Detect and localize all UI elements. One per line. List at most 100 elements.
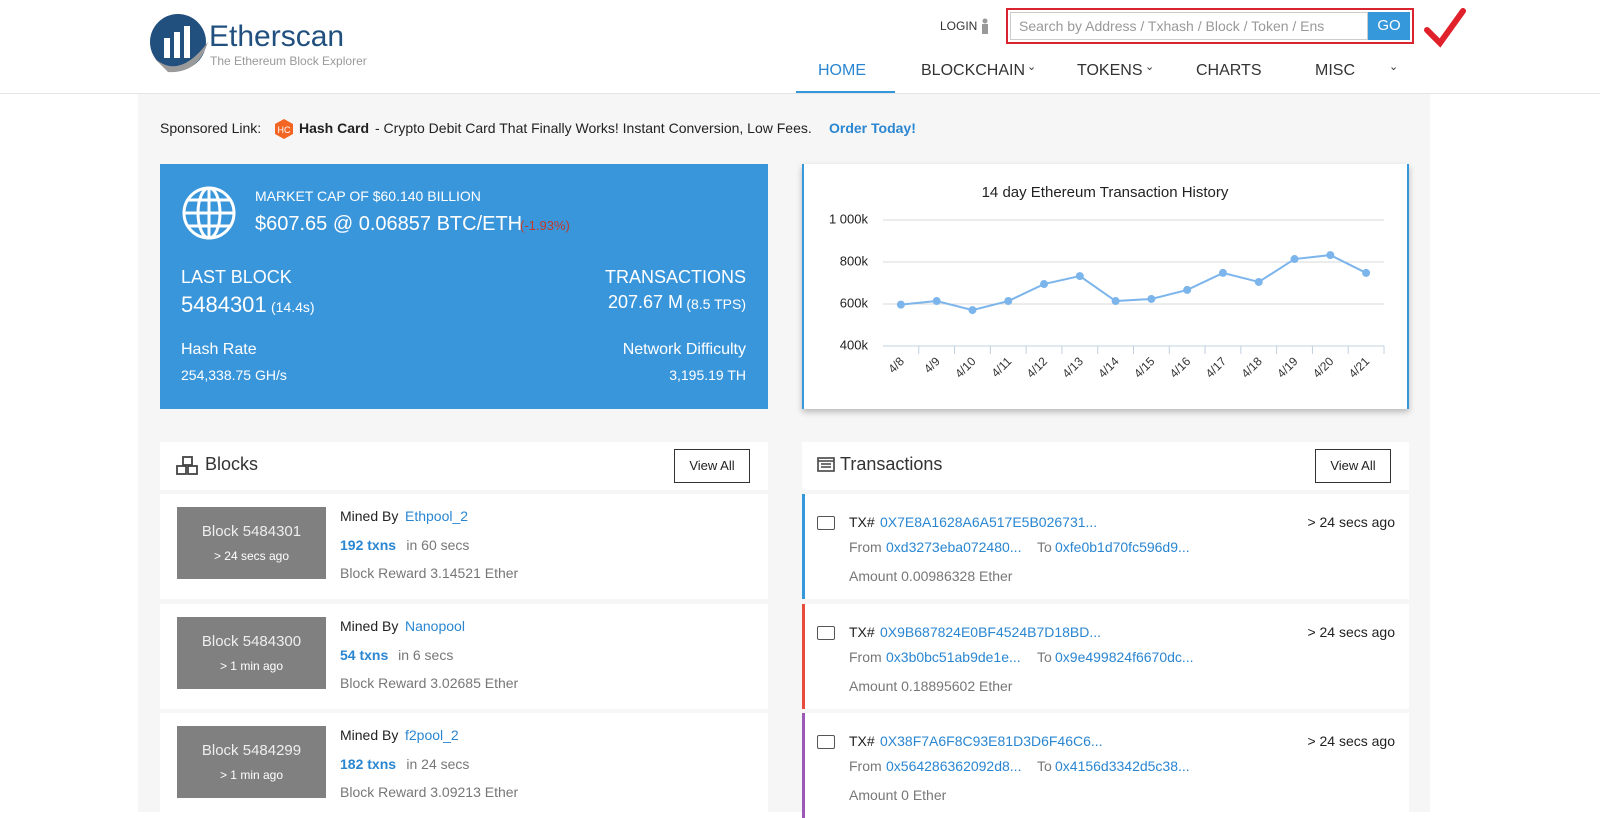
tx-amount: Amount 0.00986328 Ether	[849, 568, 1013, 584]
miner[interactable]: Ethpool_2	[405, 508, 469, 524]
tx-item: TX# 0X9B687824E0BF4524B7D18BD... > 24 secs…	[802, 603, 1409, 709]
tps: (8.5 TPS)	[686, 296, 746, 312]
block-reward: Block Reward 3.14521 Ether	[340, 565, 519, 581]
sponsor-cta[interactable]: Order Today!	[829, 120, 916, 136]
y-tick-label: 1 000k	[829, 211, 869, 226]
to-label: To	[1037, 648, 1052, 665]
search-highlight: Search by Address / Txhash / Block / Tok…	[1006, 8, 1414, 44]
x-tick-label: 4/12	[1024, 354, 1051, 381]
chevron: ⌄	[1145, 61, 1155, 73]
txn-count[interactable]: 182 txns	[340, 756, 397, 772]
from-address[interactable]: 0xd3273eba072480...	[886, 539, 1022, 555]
mined-by-label: Mined By	[340, 508, 399, 524]
chevron: ⌄	[1027, 61, 1037, 73]
from-label: From	[849, 539, 882, 555]
list-icon	[817, 457, 835, 472]
hash-rate-label: Hash Rate	[181, 341, 257, 358]
block-box[interactable]: Block 5484299 > 1 min ago	[177, 726, 326, 798]
login-link[interactable]: LOGIN	[940, 19, 978, 33]
txn-count[interactable]: 192 txns	[340, 537, 397, 553]
block-age: > 1 min ago	[219, 768, 284, 782]
difficulty: 3,195.19 TH	[669, 367, 746, 383]
cubes-icon	[176, 456, 198, 475]
point	[896, 300, 905, 309]
to-address[interactable]: 0x4156d3342d5c38...	[1055, 758, 1190, 774]
difficulty-label: Network Difficulty	[622, 341, 746, 358]
tx-age: > 24 secs ago	[1307, 623, 1395, 640]
market-cap: MARKET CAP OF $60.140 BILLION	[255, 188, 481, 204]
tx-icon	[817, 735, 835, 749]
chart-card	[802, 164, 1409, 409]
tx-hash[interactable]: 0X7E8A1628A6A517E5B026731...	[880, 514, 1098, 530]
last-block[interactable]: 5484301	[181, 292, 267, 317]
nav-item[interactable]: MISC	[1315, 62, 1355, 79]
nav-item[interactable]: TOKENS	[1077, 62, 1143, 79]
svg-text:HC: HC	[278, 125, 291, 135]
x-tick-label: 4/11	[989, 354, 1015, 380]
transactions-label: TRANSACTIONS	[604, 267, 746, 287]
x-tick-label: 4/15	[1131, 354, 1158, 381]
point	[1326, 251, 1335, 260]
user-icon	[982, 18, 988, 34]
x-tick-label: 4/8	[885, 354, 907, 376]
block-item: Block 5484299 > 1 min ago Mined By f2pool_2…	[160, 713, 768, 818]
chart-title: 14 day Ethereum Transaction History	[982, 184, 1229, 201]
point	[1075, 272, 1084, 281]
sponsored-label: Sponsored Link:	[160, 120, 262, 136]
transactions-count: 207.67 M	[607, 292, 683, 312]
miner[interactable]: f2pool_2	[405, 727, 459, 743]
y-tick-label: 400k	[840, 337, 869, 352]
miner[interactable]: Nanopool	[405, 617, 465, 634]
tx-age: > 24 secs ago	[1307, 733, 1395, 749]
to-address[interactable]: 0x9e499824f6670dc...	[1055, 648, 1194, 665]
logo-icon[interactable]	[148, 12, 210, 76]
search-input[interactable]: Search by Address / Txhash / Block / Tok…	[1010, 12, 1368, 40]
view-all-button[interactable]: View All	[1315, 449, 1391, 483]
x-tick-label: 4/9	[921, 354, 943, 376]
from-label: From	[849, 648, 882, 665]
view-all-button[interactable]: View All	[674, 449, 750, 483]
point	[1183, 285, 1192, 294]
line	[900, 254, 1367, 312]
chevron: ⌄	[1389, 61, 1399, 73]
sponsor-name[interactable]: Hash Card	[299, 120, 370, 136]
block-time: (14.4s)	[271, 299, 315, 315]
txn-count[interactable]: 54 txns	[340, 646, 389, 663]
nav-active-underline	[796, 91, 895, 93]
search-button[interactable]: GO	[1368, 12, 1410, 40]
from-address[interactable]: 0x3b0bc51ab9de1e...	[886, 648, 1021, 665]
point	[1111, 297, 1120, 306]
point	[1147, 294, 1156, 303]
block-duration: in 6 secs	[398, 646, 454, 663]
block-duration: in 24 secs	[406, 756, 470, 772]
tx-amount: Amount 0.18895602 Ether	[849, 677, 1013, 694]
nav-item[interactable]: CHARTS	[1196, 62, 1262, 79]
y-tick-label: 800k	[840, 253, 869, 268]
logo-title[interactable]: Etherscan	[209, 20, 345, 53]
nav-item[interactable]: BLOCKCHAIN	[921, 62, 1026, 79]
point	[1290, 255, 1299, 264]
transactions-title: Transactions	[840, 454, 943, 474]
tx-hash[interactable]: 0X9B687824E0BF4524B7D18BD...	[880, 623, 1102, 640]
blocks-header: Blocks View All	[160, 442, 768, 490]
tx-hash[interactable]: 0X38F7A6F8C93E81D3D6F46C6...	[880, 733, 1103, 749]
block-item: Block 5484300 > 1 min ago Mined By Nanopool…	[160, 603, 768, 709]
logo-subtitle: The Ethereum Block Explorer	[210, 54, 367, 68]
from-label: From	[849, 758, 882, 774]
tx-icon	[817, 625, 835, 640]
tx-amount: Amount 0 Ether	[849, 787, 947, 803]
block-age: > 1 min ago	[219, 658, 284, 673]
nav-item[interactable]: HOME	[818, 62, 866, 79]
sponsor-text: - Crypto Debit Card That Finally Works! …	[375, 120, 812, 136]
globe-icon	[182, 186, 236, 240]
tx-age: > 24 secs ago	[1307, 514, 1395, 530]
from-address[interactable]: 0x564286362092d8...	[886, 758, 1022, 774]
y-tick-label: 600k	[840, 295, 869, 310]
block-number: Block 5484301	[201, 523, 302, 540]
block-box[interactable]: Block 5484300 > 1 min ago	[177, 616, 326, 689]
block-box[interactable]: Block 5484301 > 24 secs ago	[177, 507, 326, 579]
to-address[interactable]: 0xfe0b1d70fc596d9...	[1055, 539, 1190, 555]
point	[1218, 268, 1227, 277]
point	[1040, 280, 1049, 289]
